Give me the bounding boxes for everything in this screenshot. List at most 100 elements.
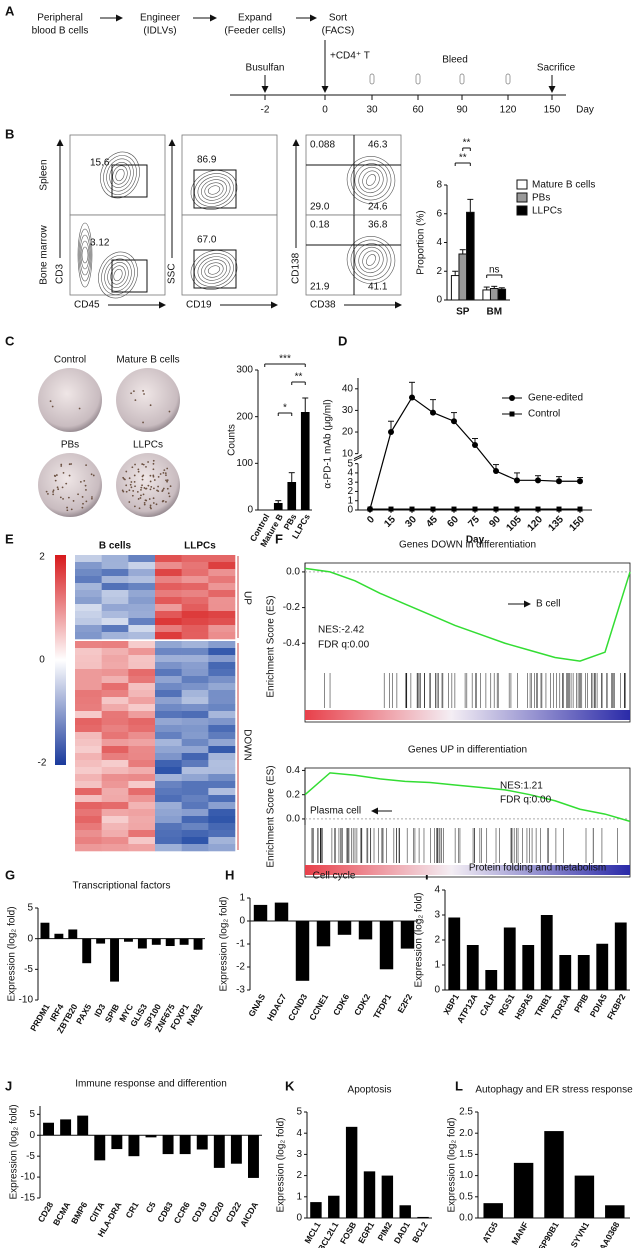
rank-bar — [305, 865, 630, 875]
heat-cell — [128, 760, 156, 768]
error-bar — [483, 286, 490, 290]
heat-cell — [101, 555, 129, 563]
marker — [388, 506, 394, 512]
heat-cell — [101, 669, 129, 677]
x-tick-label: E2F2 — [395, 992, 414, 1015]
colony — [131, 494, 134, 497]
heat-cell — [155, 746, 182, 754]
bar — [40, 922, 50, 939]
bar — [605, 1205, 625, 1218]
colony — [150, 485, 153, 488]
heat-cell — [75, 725, 102, 733]
heat-cell — [75, 618, 102, 626]
colony — [53, 474, 56, 477]
x-tick-label: CALR — [477, 992, 497, 1017]
heat-cell — [75, 562, 102, 570]
colony — [157, 490, 160, 493]
y-tick-label: -1 — [236, 939, 245, 950]
bar — [596, 943, 609, 990]
contour — [201, 179, 227, 201]
bar — [450, 275, 460, 301]
bar — [151, 938, 161, 945]
heat-cell — [101, 648, 129, 656]
heat-cell — [181, 802, 209, 810]
heat-cell — [208, 583, 236, 591]
heat-cell — [155, 683, 182, 691]
chart-title: Genes DOWN in differentiation — [399, 540, 536, 551]
sig-label: ns — [489, 265, 500, 276]
colony — [81, 506, 84, 509]
x-tick-label: BCMA — [51, 1200, 72, 1227]
bar — [137, 938, 147, 949]
contour — [346, 156, 396, 204]
panel-label: H — [225, 867, 234, 882]
colony — [84, 484, 87, 487]
heat-cell — [75, 760, 102, 768]
row-label: Bone marrow — [39, 224, 50, 284]
y-tick-label: -0.2 — [283, 602, 301, 613]
gate — [111, 164, 148, 198]
rank-bar — [305, 710, 630, 720]
marker — [451, 506, 457, 512]
bar — [363, 1171, 376, 1218]
heat-cell — [75, 837, 102, 845]
colony — [130, 392, 133, 395]
contour — [107, 262, 129, 288]
heat-cell — [101, 697, 129, 705]
x-tick-label: SYVN1 — [568, 1220, 591, 1248]
colony — [142, 474, 145, 477]
well — [38, 453, 102, 517]
heat-cell — [101, 732, 129, 740]
step-label: Expand — [238, 13, 272, 24]
bar — [60, 1119, 72, 1136]
colony — [78, 407, 81, 410]
heat-cell — [128, 781, 156, 789]
heat-cell — [181, 662, 209, 670]
day-label: 150 — [544, 105, 561, 116]
heat-cell — [208, 662, 236, 670]
y-tick-label: 0 — [247, 505, 253, 516]
bar — [417, 1216, 429, 1218]
heat-cell — [101, 583, 129, 591]
colony — [72, 500, 75, 502]
colony — [141, 484, 143, 487]
colony — [167, 492, 170, 495]
heat-cell — [181, 732, 209, 740]
heat-cell — [101, 611, 129, 619]
heat-cell — [208, 597, 236, 605]
marker — [472, 441, 478, 448]
marker — [409, 394, 415, 401]
gate-value: 15.6 — [90, 158, 110, 169]
error-bar — [498, 287, 505, 290]
axis-label: CD45 — [74, 300, 100, 311]
heat-cell — [128, 583, 156, 591]
y-axis-label: Expression (log₂ fold) — [447, 1117, 458, 1212]
contour — [81, 246, 89, 264]
colony — [83, 479, 86, 482]
heat-cell — [181, 816, 209, 824]
heat-cell — [181, 837, 209, 845]
colony — [134, 463, 136, 466]
heat-cell — [128, 676, 156, 684]
colony — [153, 479, 156, 481]
heat-cell — [155, 625, 182, 633]
heat-cell — [128, 816, 156, 824]
panel-label: J — [5, 1078, 12, 1093]
heat-cell — [155, 711, 182, 719]
bar — [458, 253, 468, 301]
heat-cell — [75, 676, 102, 684]
colony — [62, 498, 64, 500]
heat-cell — [208, 604, 236, 612]
bar — [448, 917, 461, 990]
axis-label: SSC — [167, 263, 178, 284]
step-label: Peripheral — [37, 13, 83, 24]
y-tick-label: 20 — [342, 427, 354, 438]
colony — [166, 467, 169, 470]
heat-cell — [181, 632, 209, 640]
y-tick-label: -5 — [26, 1151, 35, 1162]
colony — [54, 479, 57, 482]
colony — [59, 496, 62, 499]
heat-cell — [75, 844, 102, 852]
y-axis-label: α-PD-1 mAb (μg/ml) — [323, 399, 334, 488]
chart-title: Immune response and differention — [75, 1079, 227, 1090]
